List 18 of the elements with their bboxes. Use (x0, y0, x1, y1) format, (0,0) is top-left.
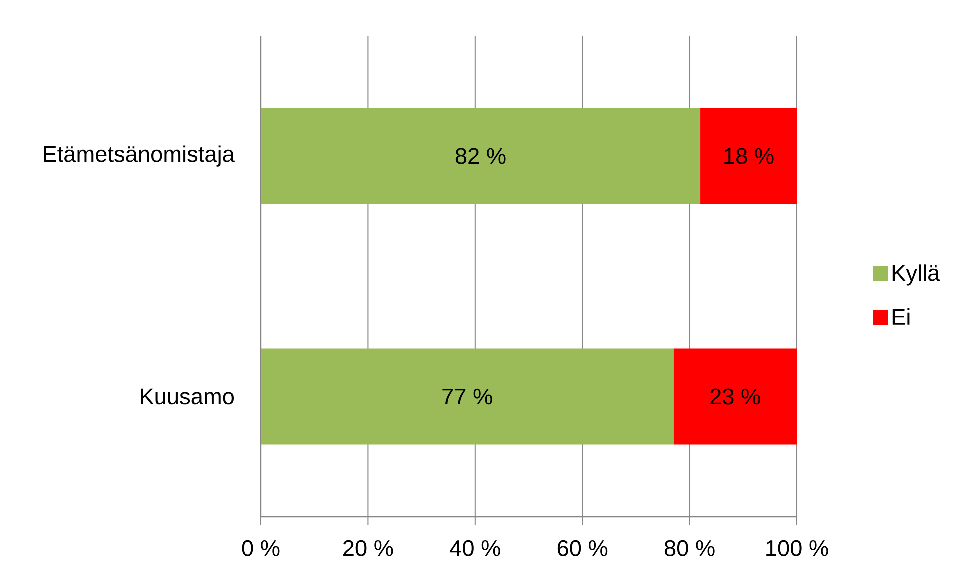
data-label: 82 % (456, 148, 506, 164)
bar (700, 108, 798, 204)
legend-label: Kyllä (892, 264, 940, 286)
y-tick-label: Kuusamo (141, 388, 234, 405)
bar (261, 348, 674, 445)
bar (674, 348, 798, 445)
x-tick-label: 0 % (242, 540, 280, 556)
legend-label: Ei (892, 308, 910, 325)
data-label: 77 % (442, 388, 492, 405)
x-tick-label: 20 % (344, 540, 394, 556)
data-label: 23 % (710, 388, 760, 405)
x-tick-label: 80 % (664, 540, 715, 556)
data-label: 18 % (724, 148, 774, 164)
y-tick-label: Etämetsänomistaja (44, 146, 235, 167)
x-tick-label: 100 % (766, 540, 828, 556)
x-tick-label: 60 % (558, 540, 608, 556)
bar (261, 108, 701, 204)
x-tick-label: 40 % (450, 540, 500, 556)
